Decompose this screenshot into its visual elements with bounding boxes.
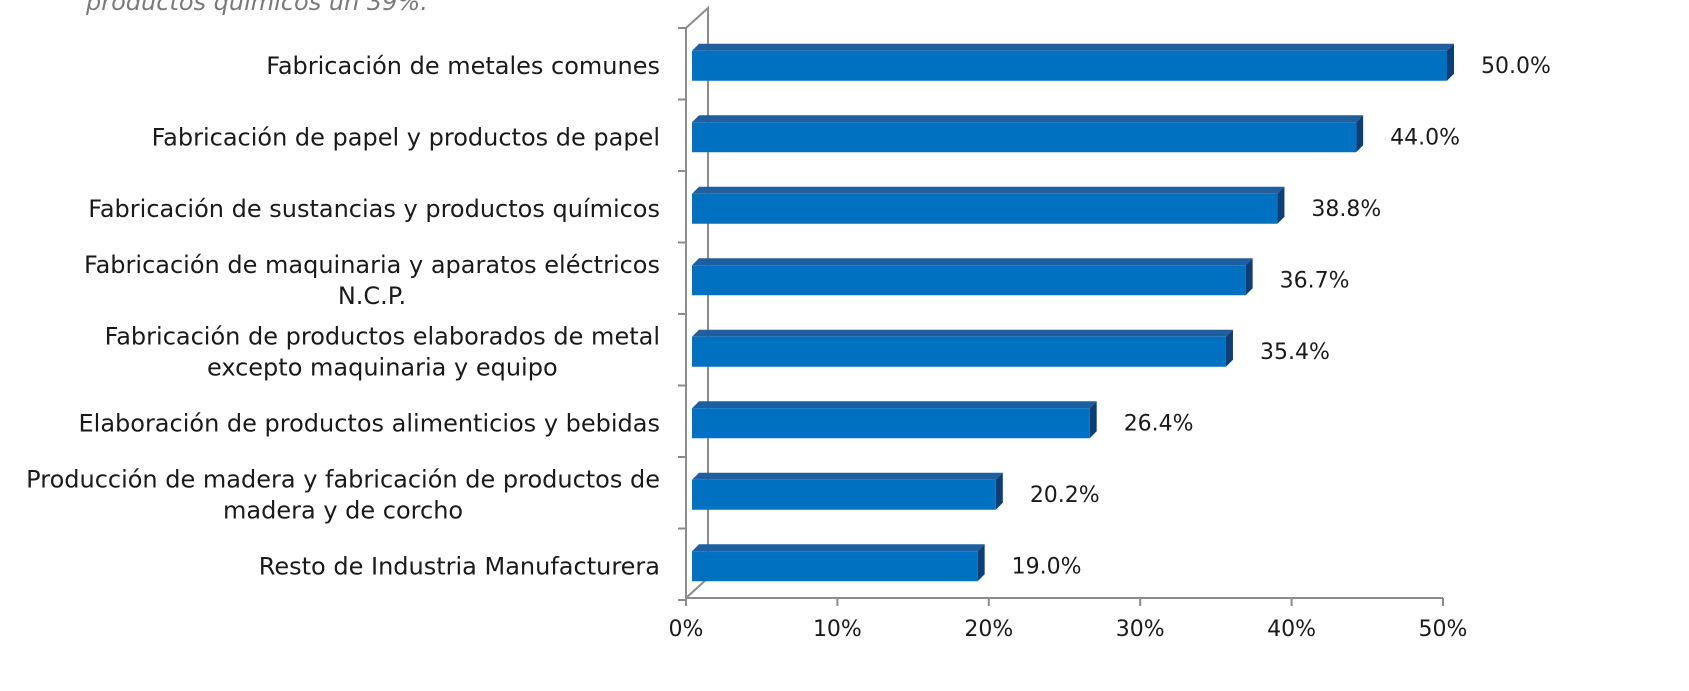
bar [692,186,1285,224]
category-label: madera y de corcho [223,496,463,524]
bar [692,258,1253,296]
back-wall [685,5,709,601]
category-label: Fabricación de papel y productos de pape… [152,123,660,151]
category-label: Fabricación de maquinaria y aparatos elé… [84,251,660,279]
bar-front-face [692,479,996,510]
value-label: 50.0% [1481,54,1551,79]
bar-side-face [1225,329,1233,367]
x-tick-label: 0% [669,617,704,642]
bar-top-face [692,472,1003,480]
category-label: Fabricación de productos elaborados de m… [105,322,660,350]
bar-front-face [692,122,1357,153]
value-label: 44.0% [1390,125,1460,150]
category-label: excepto maquinaria y equipo [207,353,558,381]
value-label: 35.4% [1260,340,1330,365]
chart-labels: 50.0% Fabricación de metales comunes 44.0%… [26,52,1551,581]
value-label: 38.8% [1311,197,1381,222]
bar-top-face [692,544,985,552]
x-tick-label: 20% [964,617,1013,642]
bar-front-face [692,193,1278,224]
category-label: N.C.P. [338,282,406,310]
bar-side-face [1089,401,1097,439]
x-tick-label: 10% [813,617,862,642]
bar-side-face [1356,115,1364,153]
value-label: 26.4% [1124,411,1194,436]
bar [692,115,1364,153]
bar-top-face [692,258,1253,266]
bar-front-face [692,551,978,582]
bar-front-face [692,408,1090,439]
bar [692,544,985,582]
value-label: 36.7% [1280,268,1350,293]
value-label: 20.2% [1030,483,1100,508]
bar [692,329,1233,367]
bar-top-face [692,186,1285,194]
bar [692,43,1454,81]
bar-top-face [692,329,1233,337]
bar-front-face [692,50,1447,81]
bar-top-face [692,43,1454,51]
chart-bars [692,43,1454,582]
bar-side-face [1245,258,1253,296]
bar-side-face [977,544,985,582]
chart-axes: 0% 10% 20% 30% 40% 50% [669,5,1468,642]
bar-top-face [692,115,1364,123]
bar-front-face [692,336,1226,367]
bar-side-face [995,472,1003,510]
bar-side-face [1277,186,1285,224]
bar-top-face [692,401,1097,409]
category-label: Fabricación de metales comunes [266,52,660,80]
bar [692,401,1097,439]
category-label: Producción de madera y fabricación de pr… [26,465,660,493]
bar-side-face [1447,43,1454,81]
value-label: 19.0% [1012,554,1082,579]
caption-fragment: productos químicos un 39%. [85,0,428,16]
x-tick-label: 40% [1267,617,1316,642]
category-label: Fabricación de sustancias y productos qu… [88,195,660,223]
bar-front-face [692,265,1246,296]
category-label: Elaboración de productos alimenticios y … [78,409,660,437]
category-label: Resto de Industria Manufacturera [259,552,660,580]
bar [692,472,1003,510]
x-tick-label: 50% [1419,617,1468,642]
x-tick-label: 30% [1116,617,1165,642]
